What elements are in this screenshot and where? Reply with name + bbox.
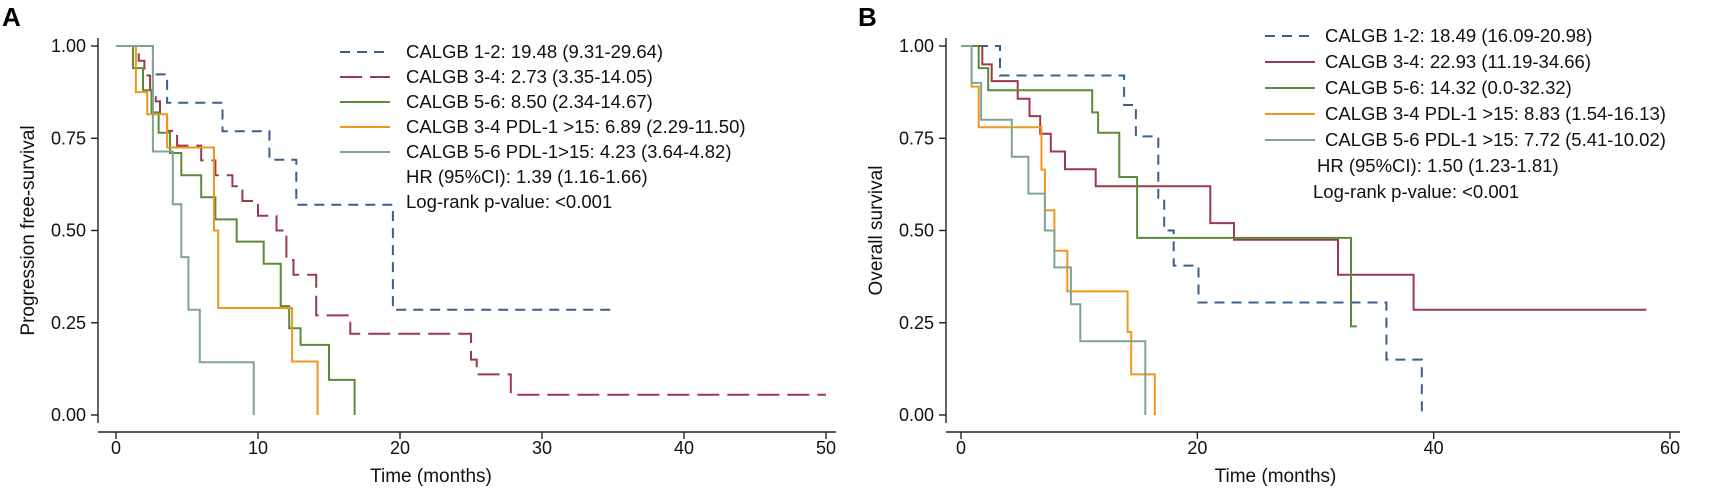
panel-b-series-1-line — [961, 45, 1423, 415]
panel-a-y-tick-label: 1.00 — [51, 36, 86, 56]
panel-b-legend-label-3: CALGB 5-6: 14.32 (0.0-32.32) — [1325, 77, 1572, 98]
panel-a-legend-label-1: CALGB 1-2: 19.48 (9.31-29.64) — [406, 41, 663, 62]
panel-a-legend-label-2: CALGB 3-4: 2.73 (3.35-14.05) — [406, 66, 653, 87]
panel-b-x-tick-label: 20 — [1187, 438, 1207, 458]
panel-a-y-tick-label: 0.50 — [51, 221, 86, 241]
panel-a-legend-label-3: CALGB 5-6: 8.50 (2.34-14.67) — [406, 91, 653, 112]
panel-a-series-3-line — [116, 45, 356, 415]
panel-a-y-tick-label: 0.75 — [51, 128, 86, 148]
panel-b-y-tick-label: 1.00 — [899, 36, 934, 56]
panel-b-legend-label-1: CALGB 1-2: 18.49 (16.09-20.98) — [1325, 25, 1592, 46]
panel-b-series-3-line — [961, 45, 1357, 328]
panel-b-y-tick-label: 0.00 — [899, 405, 934, 425]
panel-a-x-tick-label: 10 — [248, 438, 268, 458]
panel-b-series-4-line — [961, 45, 1156, 415]
panel-b-y-axis-label: Overall survival — [866, 166, 887, 296]
panel-a-x-tick-label: 30 — [532, 438, 552, 458]
panel-a: A 0 10 20 30 40 50 0.00 0.25 0.50 0.75 1.00 Time (mo… — [2, 2, 836, 487]
panel-a-series-5-line — [116, 45, 255, 415]
panel-a-y-tick-label: 0.25 — [51, 313, 86, 333]
panel-b-x-tick-label: 0 — [956, 438, 966, 458]
panel-a-letter: A — [2, 2, 21, 32]
panel-a-x-tick-label: 0 — [111, 438, 121, 458]
panel-a-series-1-line — [116, 45, 613, 311]
panel-b: B 0 20 40 60 0.00 0.25 0.50 0.75 1.00 Time (months… — [858, 2, 1680, 487]
panel-a-annotation-2: Log-rank p-value: <0.001 — [406, 191, 612, 212]
panel-a-annotation-1: HR (95%CI): 1.39 (1.16-1.66) — [406, 166, 648, 187]
panel-a-series-2-line — [116, 45, 826, 396]
panel-a-x-axis-label: Time (months) — [370, 466, 492, 487]
panel-a-y-axis-label: Progression free-survival — [18, 125, 39, 335]
panel-a-x-tick-label: 40 — [674, 438, 694, 458]
panel-b-y-tick-label: 0.25 — [899, 313, 934, 333]
panel-b-x-axis-label: Time (months) — [1215, 466, 1337, 487]
panel-b-letter: B — [858, 2, 877, 32]
panel-b-annotation-2: Log-rank p-value: <0.001 — [1313, 181, 1519, 202]
panel-a-legend-label-5: CALGB 5-6 PDL-1>15: 4.23 (3.64-4.82) — [406, 141, 731, 162]
panel-b-x-tick-label: 40 — [1424, 438, 1444, 458]
panel-a-y-tick-label: 0.00 — [51, 405, 86, 425]
panel-b-series-5-line — [961, 45, 1147, 415]
panel-b-legend-label-4: CALGB 3-4 PDL-1 >15: 8.83 (1.54-16.13) — [1325, 103, 1666, 124]
panel-a-series-4-line — [116, 45, 319, 415]
panel-b-x-tick-label: 60 — [1660, 438, 1680, 458]
panel-b-legend-label-5: CALGB 5-6 PDL-1 >15: 7.72 (5.41-10.02) — [1325, 129, 1666, 150]
panel-b-annotation-1: HR (95%CI): 1.50 (1.23-1.81) — [1317, 155, 1559, 176]
panel-a-x-tick-label: 20 — [390, 438, 410, 458]
panel-a-x-tick-label: 50 — [816, 438, 836, 458]
panel-b-series-2-line — [961, 45, 1647, 311]
panel-b-legend-label-2: CALGB 3-4: 22.93 (11.19-34.66) — [1325, 51, 1591, 72]
panel-b-y-tick-label: 0.50 — [899, 221, 934, 241]
panel-a-legend-label-4: CALGB 3-4 PDL-1 >15: 6.89 (2.29-11.50) — [406, 116, 746, 137]
panel-b-y-tick-label: 0.75 — [899, 128, 934, 148]
